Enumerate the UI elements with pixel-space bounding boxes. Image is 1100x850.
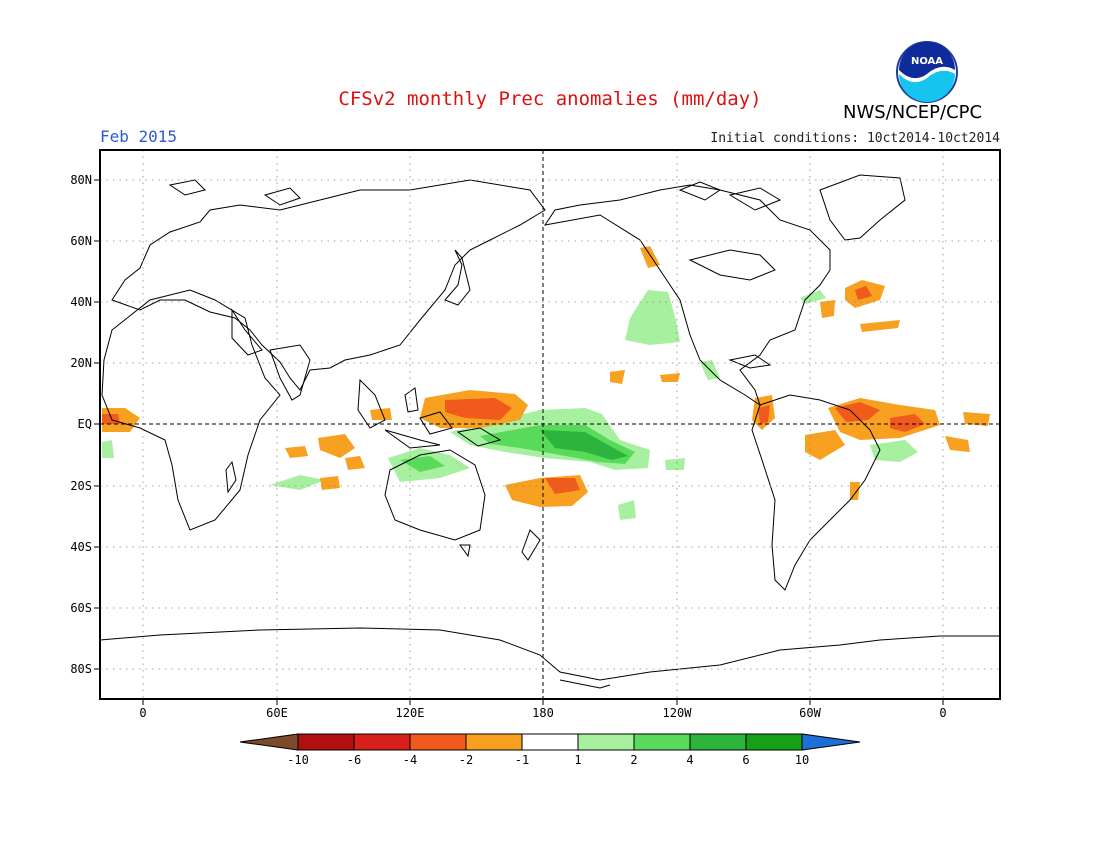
- lon-label: 120E: [396, 706, 425, 720]
- wet-anomaly-region: [665, 458, 685, 470]
- dry-anomaly-region: [820, 300, 835, 318]
- dry-anomaly-region: [445, 398, 512, 420]
- lon-label: 60W: [799, 706, 821, 720]
- dry-anomaly-region: [610, 370, 625, 384]
- color-bar-legend: -10 -6 -4 -2 -1 1 2 4 6 10: [239, 733, 861, 767]
- dry-anomaly-region: [660, 373, 680, 382]
- dry-anomaly-region: [318, 434, 355, 458]
- map-title: CFSv2 monthly Prec anomalies (mm/day): [338, 88, 762, 110]
- colorbar-tick-label: -4: [403, 753, 417, 767]
- colorbar-swatch: [297, 733, 355, 751]
- wet-anomaly-region: [540, 430, 628, 460]
- lat-label: 20N: [70, 356, 92, 370]
- wet-anomaly-region: [800, 290, 826, 304]
- colorbar-tick-label: -6: [347, 753, 361, 767]
- dry-anomaly-region: [805, 430, 845, 460]
- lat-label: 80N: [70, 173, 92, 187]
- wet-anomaly-region: [102, 440, 114, 458]
- colorbar-tick-label: 2: [630, 753, 637, 767]
- initial-conditions-label: Initial conditions: 10ct2014-10ct2014: [710, 131, 1000, 146]
- colorbar-tick-label: 4: [686, 753, 693, 767]
- lon-label: 180: [532, 706, 554, 720]
- colorbar-tick-label: 6: [742, 753, 749, 767]
- lat-label: 20S: [70, 479, 92, 493]
- colorbar-tick-label: -10: [287, 753, 309, 767]
- colorbar-arrow-right: [801, 733, 861, 751]
- lon-label: 0: [139, 706, 146, 720]
- lat-labels: 80N 60N 40N 20N EQ 20S 40S 60S 80S: [70, 173, 92, 676]
- colorbar-swatch: [353, 733, 411, 751]
- colorbar-arrow-left: [239, 733, 299, 751]
- dry-anomaly-region: [890, 414, 925, 432]
- valid-month-label: Feb 2015: [100, 127, 178, 146]
- wet-anomaly-region: [618, 500, 636, 520]
- lat-label: 80S: [70, 662, 92, 676]
- wet-anomaly-region: [870, 440, 918, 462]
- lat-label: 60N: [70, 234, 92, 248]
- coastlines: [99, 174, 1000, 689]
- dry-anomaly-region: [285, 446, 308, 458]
- lat-label: 40N: [70, 295, 92, 309]
- dry-anomaly-region: [963, 412, 990, 426]
- lon-label: 120W: [663, 706, 693, 720]
- dry-anomaly-region: [835, 402, 880, 422]
- wet-anomaly-region: [270, 475, 325, 490]
- colorbar-swatch: [409, 733, 467, 751]
- lon-label: 0: [939, 706, 946, 720]
- dry-anomaly-region: [102, 414, 120, 424]
- colorbar-swatch: [521, 733, 579, 751]
- dry-anomaly-region: [945, 436, 970, 452]
- dry-anomaly-region: [758, 405, 770, 424]
- lon-labels: 0 60E 120E 180 120W 60W 0: [139, 706, 946, 720]
- dry-anomaly-region: [850, 482, 860, 500]
- lat-label: 60S: [70, 601, 92, 615]
- wet-anomaly-region: [400, 456, 445, 472]
- noaa-logo-text: NOAA: [911, 56, 943, 67]
- dry-anomaly-region: [860, 320, 900, 332]
- lon-label: 60E: [266, 706, 288, 720]
- colorbar-swatch: [633, 733, 691, 751]
- axis-ticks: [94, 179, 944, 705]
- colorbar-tick-label: 1: [574, 753, 581, 767]
- dry-anomaly-region: [855, 286, 872, 300]
- colorbar-tick-label: 10: [795, 753, 809, 767]
- noaa-logo-icon: NOAA: [896, 41, 958, 103]
- agency-label: NWS/NCEP/CPC: [843, 102, 983, 123]
- colorbar-swatch: [689, 733, 747, 751]
- dry-anomaly-region: [370, 408, 392, 420]
- colorbar-tick-label: -2: [459, 753, 473, 767]
- lat-label: EQ: [78, 417, 92, 431]
- colorbar-swatch: [745, 733, 803, 751]
- dry-anomaly-region: [320, 476, 340, 490]
- dry-anomaly-region: [345, 456, 365, 470]
- wet-anomaly-region: [625, 290, 680, 345]
- colorbar-tick-label: -1: [515, 753, 529, 767]
- lat-label: 40S: [70, 540, 92, 554]
- colorbar-swatch: [577, 733, 635, 751]
- colorbar-swatch: [465, 733, 523, 751]
